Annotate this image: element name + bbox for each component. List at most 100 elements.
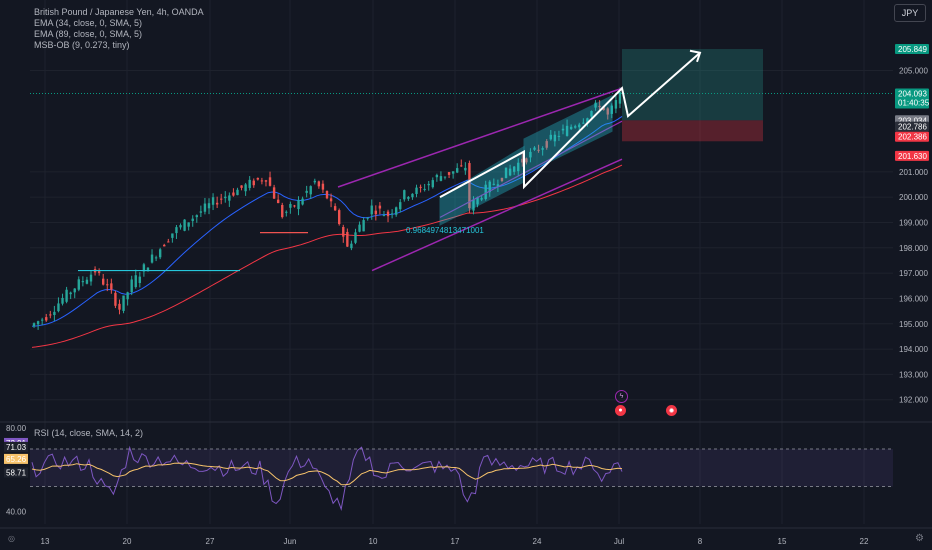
candle-body [272, 187, 276, 199]
candle-body [378, 205, 382, 209]
indicator-msb-ob[interactable]: MSB-OB (9, 0.273, tiny) [34, 40, 130, 50]
time-tick: Jul [614, 537, 624, 546]
globe-icon[interactable]: ◎ [8, 534, 15, 543]
price-tick: 201.000 [899, 168, 928, 177]
candle-body [122, 295, 125, 311]
candle-body [130, 279, 133, 293]
candle-body [590, 110, 593, 117]
candle-body [268, 177, 272, 186]
candle-body [325, 190, 329, 199]
candle-body [594, 102, 597, 108]
candle-body [134, 275, 137, 288]
candle-body [150, 254, 154, 263]
time-tick: 24 [533, 537, 542, 546]
price-tick: 200.000 [899, 193, 928, 202]
candle-body [264, 180, 268, 182]
position-zones [30, 49, 893, 142]
candle-body [374, 210, 378, 215]
price-label-text: 203.034 [898, 116, 927, 125]
candle-body [366, 217, 369, 219]
candle-body [537, 149, 540, 151]
rsi-band [30, 449, 893, 487]
candle-body [57, 303, 60, 312]
fib-label: 0.9684974813471001 [406, 226, 484, 235]
candle-body [574, 126, 577, 128]
price-label-text: 204.093 [898, 89, 927, 98]
candle-body [382, 214, 386, 216]
price-label-text: 202.386 [898, 133, 927, 142]
candle-body [569, 126, 573, 130]
candle-body [215, 202, 219, 205]
candle-body [191, 218, 194, 222]
candle-body [305, 190, 308, 193]
candle-body [126, 292, 129, 300]
candle-body [431, 180, 434, 188]
rsi-tick: 80.00 [6, 424, 27, 433]
candle-body [565, 125, 569, 136]
candle-body [342, 227, 345, 237]
candle-body [211, 197, 215, 205]
candle-body [106, 284, 109, 286]
time-tick: 13 [41, 537, 50, 546]
time-tick: 10 [369, 537, 378, 546]
candle-body [561, 128, 565, 131]
chart-title: British Pound / Japanese Yen, 4h, OANDA [34, 7, 204, 17]
countdown-text: 01:40:35 [898, 98, 930, 107]
candle-body [549, 134, 552, 140]
candle-body [407, 196, 410, 199]
rsi-title[interactable]: RSI (14, close, SMA, 14, 2) [34, 428, 144, 438]
candle-body [484, 184, 487, 200]
candle-body [451, 171, 455, 174]
candle-body [252, 180, 255, 186]
indicator-ema34[interactable]: EMA (34, close, 0, SMA, 5) [34, 18, 143, 28]
candle-body [187, 222, 190, 227]
candle-body [582, 122, 585, 124]
candle-body [415, 187, 418, 194]
candle-body [289, 204, 292, 208]
candle-body [329, 198, 333, 202]
time-tick: 22 [860, 537, 869, 546]
flag-icon[interactable]: ● [615, 405, 626, 416]
rsi-value-text: 65.26 [6, 455, 27, 464]
candle-body [598, 105, 601, 108]
channel-inner-line [439, 120, 623, 218]
candle-body [89, 274, 93, 282]
candle-body [114, 292, 117, 306]
candle-body [557, 135, 561, 137]
candle-body [240, 185, 243, 188]
candle-body [545, 141, 548, 148]
time-tick: 15 [778, 537, 787, 546]
rsi-line [31, 445, 623, 511]
stop-zone [622, 120, 763, 142]
time-tick: 20 [123, 537, 132, 546]
candle-body [338, 210, 341, 225]
candle-body [232, 192, 235, 196]
candle-body [297, 199, 300, 210]
candle-body [488, 181, 491, 193]
candle-body [525, 158, 528, 163]
candle-body [350, 243, 353, 249]
candle-body [256, 177, 260, 180]
candle-body [476, 197, 479, 205]
indicator-ema89[interactable]: EMA (89, close, 0, SMA, 5) [34, 29, 143, 39]
candle-body [423, 188, 426, 190]
rsi-value-label [4, 441, 28, 452]
price-label-text: 201.630 [898, 152, 927, 161]
candle-body [480, 198, 483, 200]
candle-body [492, 183, 496, 185]
flag-icon[interactable]: ✹ [666, 405, 677, 416]
candle-body [309, 186, 312, 195]
gear-icon[interactable]: ⚙ [915, 533, 924, 544]
candle-body [179, 225, 182, 228]
price-label [895, 150, 929, 161]
candle-body [403, 190, 406, 200]
currency-button[interactable]: JPY [894, 4, 926, 22]
candle-body [293, 205, 296, 207]
candle-body [276, 199, 280, 204]
candle-body [220, 198, 223, 200]
candle-body [69, 292, 72, 295]
lightning-icon[interactable]: ϟ [615, 390, 628, 403]
candle-body [73, 288, 76, 293]
candle-body [199, 211, 203, 213]
